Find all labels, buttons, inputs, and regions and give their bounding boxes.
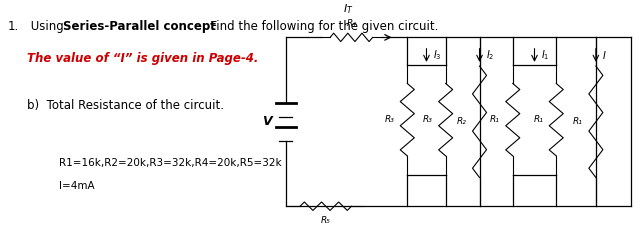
Text: I=4mA: I=4mA	[59, 181, 94, 191]
Text: R₁: R₁	[573, 117, 583, 126]
Text: $I_3$: $I_3$	[433, 48, 442, 62]
Text: $I_2$: $I_2$	[486, 48, 494, 62]
Text: V: V	[262, 115, 272, 128]
Text: R1=16k,R2=20k,R3=32k,R4=20k,R5=32k: R1=16k,R2=20k,R3=32k,R4=20k,R5=32k	[59, 158, 282, 168]
Text: R₅: R₅	[321, 216, 331, 225]
Text: R₂: R₂	[457, 117, 467, 126]
Text: $I_T$: $I_T$	[343, 2, 354, 16]
Text: The value of “I” is given in Page-4.: The value of “I” is given in Page-4.	[27, 52, 258, 65]
Text: b)  Total Resistance of the circuit.: b) Total Resistance of the circuit.	[27, 99, 224, 112]
Text: R₃: R₃	[385, 115, 395, 124]
Text: 1.: 1.	[8, 20, 19, 34]
Text: $I_1$: $I_1$	[541, 48, 550, 62]
Text: R₄: R₄	[347, 19, 356, 28]
Text: R₁: R₁	[534, 115, 543, 124]
Text: Series-Parallel concept: Series-Parallel concept	[64, 20, 216, 34]
Text: Using: Using	[27, 20, 67, 34]
Text: , Find the following for the given circuit.: , Find the following for the given circu…	[203, 20, 438, 34]
Text: $I$: $I$	[602, 49, 607, 61]
Text: R₁: R₁	[490, 115, 500, 124]
Text: R₃: R₃	[423, 115, 433, 124]
